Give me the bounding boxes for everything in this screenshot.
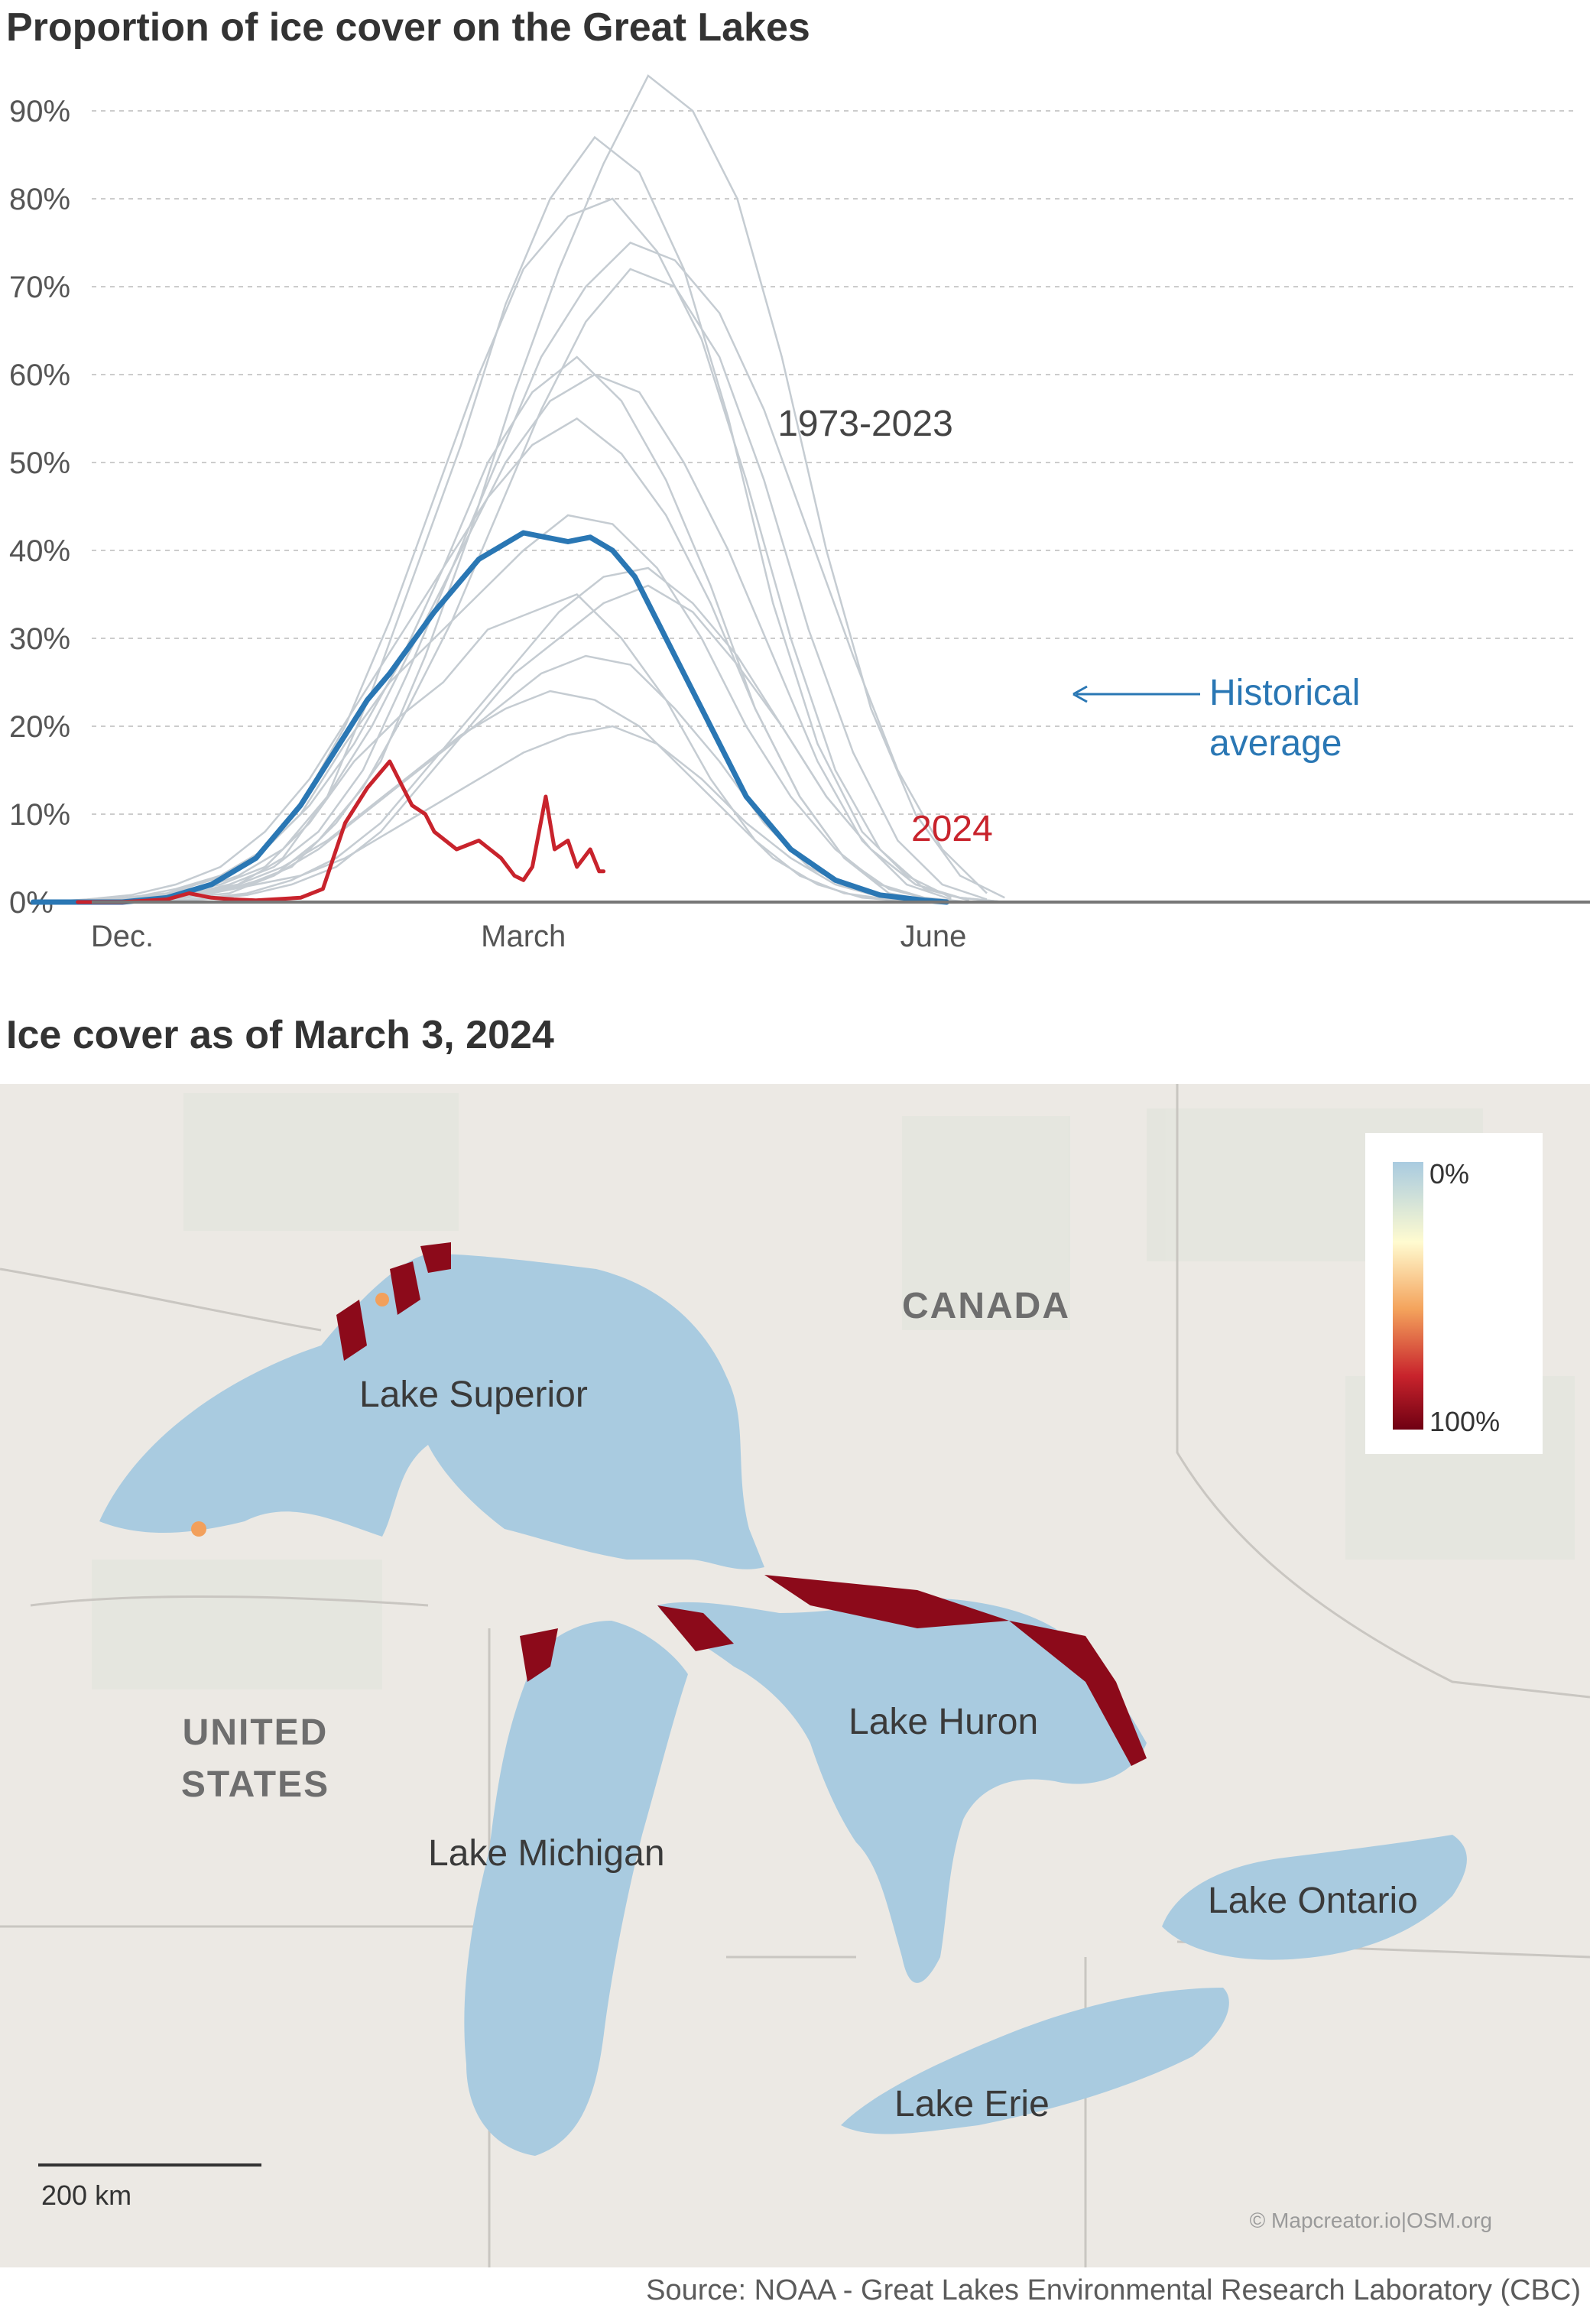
lake-michigan-shape [464,1621,688,2156]
ice-cover-partial-areas [191,1293,389,1537]
legend-min-label: 0% [1429,1158,1469,1190]
historical-year-line [60,135,952,904]
lake-ontario-shape [1162,1835,1467,1960]
y-tick-label: 90% [9,95,70,128]
average-annotation-arrowhead [1072,685,1088,703]
map-credit: © Mapcreator.io|OSM.org [1250,2209,1492,2232]
ice-cover-areas [336,1242,1147,1766]
historical-year-line [42,417,934,904]
scale-bar-label: 200 km [41,2180,131,2211]
lake-huron-shape [657,1598,1147,1983]
historical-year-line [95,268,988,904]
lake-erie-shape [841,1988,1229,2134]
y-tick-label: 10% [9,798,70,832]
label-lake-ontario: Lake Ontario [1208,1881,1418,1921]
map-title: Ice cover as of March 3, 2024 [6,1013,554,1057]
lake-superior-shape [99,1254,764,1569]
ice-cover-line-chart: 0%10%20%30%40%50%60%70%80%90% Dec. March J… [9,74,1590,953]
annotation-average-line2: average [1209,723,1342,764]
y-axis-tick-labels: 0%10%20%30%40%50%60%70%80%90% [9,95,70,920]
chart-title: Proportion of ice cover on the Great Lak… [6,5,810,50]
historical-average-line [30,530,949,905]
y-tick-label: 60% [9,359,70,392]
x-tick-label: March [481,920,566,953]
y-tick-label: 50% [9,446,70,480]
x-axis-tick-labels: Dec. March June [91,920,967,953]
annotation-average-line1: Historical [1209,673,1360,713]
label-lake-huron: Lake Huron [849,1702,1038,1742]
legend-max-label: 100% [1429,1406,1500,1437]
label-canada: CANADA [902,1286,1070,1326]
y-tick-label: 20% [9,710,70,744]
historical-year-line [113,74,1005,904]
historical-year-line [95,242,988,904]
label-united: UNITED [183,1712,329,1753]
x-tick-label: June [900,920,967,953]
label-lake-michigan: Lake Michigan [428,1833,665,1874]
historical-year-line [113,566,1005,904]
label-lake-erie: Lake Erie [894,2084,1050,2124]
current-year-line [76,759,606,904]
label-lake-superior: Lake Superior [359,1375,588,1415]
historical-year-line [77,725,969,904]
y-tick-label: 70% [9,271,70,304]
y-tick-label: 40% [9,534,70,568]
source-note: Source: NOAA - Great Lakes Environmental… [646,2274,1581,2306]
x-tick-label: Dec. [91,920,154,953]
lakes-water [99,1254,1467,2156]
historical-years-lines [42,74,1005,904]
label-states: STATES [181,1764,329,1805]
ice-legend: 0% 100% [1365,1133,1543,1454]
historical-year-line [113,584,1005,904]
y-tick-label: 30% [9,622,70,656]
annotation-current-year: 2024 [911,809,993,849]
y-tick-label: 80% [9,183,70,216]
annotation-years-range: 1973-2023 [777,404,953,444]
legend-color-ramp [1393,1162,1423,1430]
ice-cover-map: Lake Superior Lake Michigan Lake Huron L… [0,1084,1590,2267]
historical-year-line [77,514,969,904]
